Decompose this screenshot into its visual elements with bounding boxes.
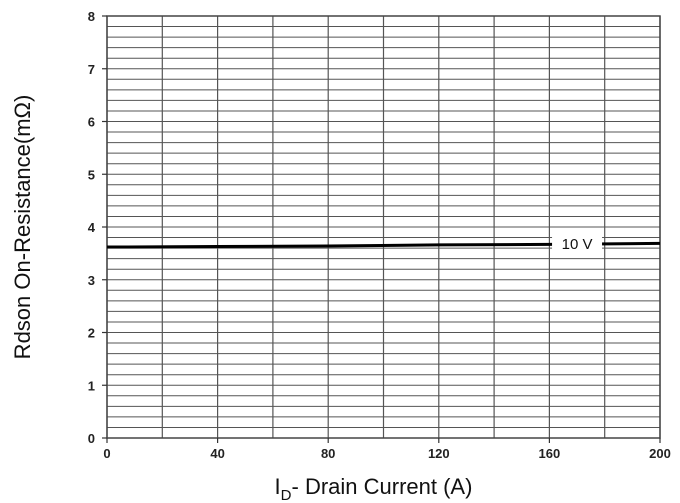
y-tick-label: 3 [88,273,95,288]
x-axis-title: ID- Drain Current (A) [275,474,473,503]
y-tick-label: 4 [88,220,96,235]
x-axis-title-subscript: D [281,487,292,503]
y-tick-label: 6 [88,115,95,130]
series-label-10v: 10 V [562,236,593,253]
x-tick-label: 200 [649,446,671,461]
y-tick-label: 7 [88,62,95,77]
y-tick-label: 5 [88,167,95,182]
y-tick-label: 0 [88,431,95,446]
x-tick-label: 80 [321,446,335,461]
series-label-background [552,233,603,252]
x-axis-title-rest: - Drain Current (A) [292,474,473,499]
ticks: 0 40 80 120 160 200 0 1 2 3 4 5 6 7 8 [88,9,671,461]
x-tick-label: 120 [428,446,450,461]
x-axis-title-main: I [275,474,281,499]
x-tick-label: 160 [539,446,561,461]
y-tick-label: 2 [88,326,95,341]
grid [106,15,661,439]
y-axis-title: Rdson On-Resistance(mΩ) [10,95,35,360]
x-tick-label: 40 [210,446,224,461]
x-tick-label: 0 [103,446,110,461]
y-tick-label: 8 [88,9,95,24]
y-tick-label: 1 [88,378,95,393]
series-layer: 10 V [106,233,661,253]
